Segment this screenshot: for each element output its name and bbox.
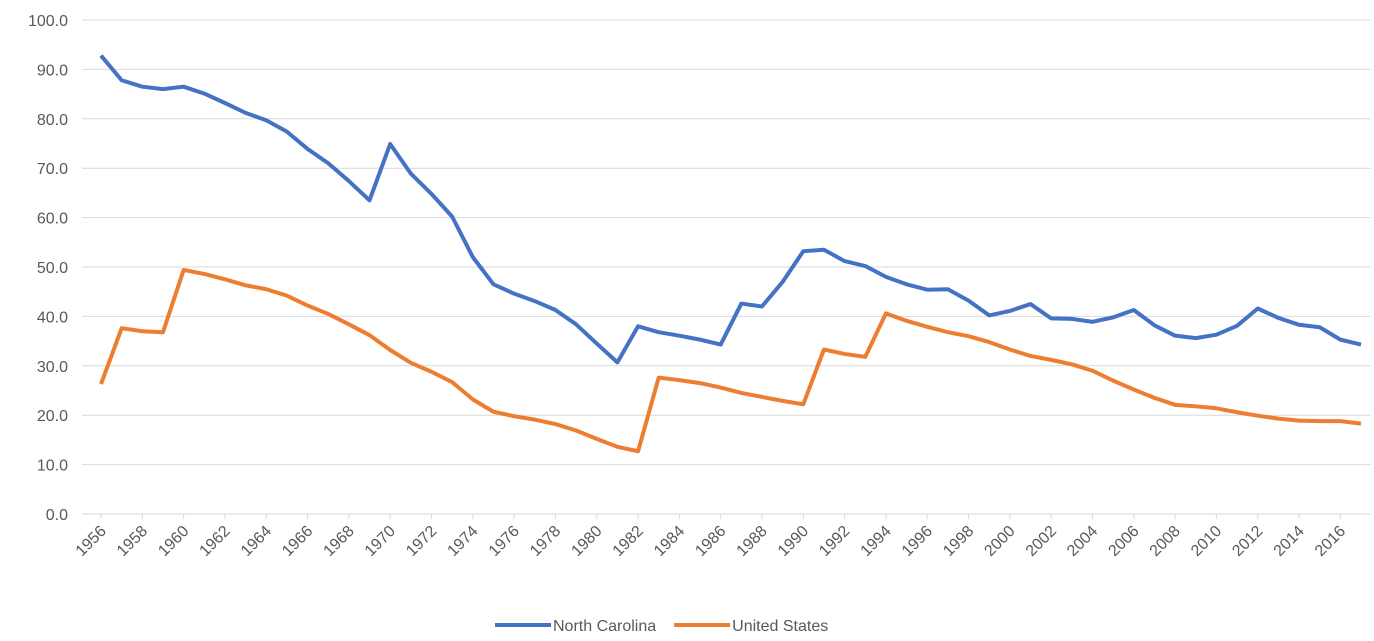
x-tick-label: 1994	[858, 523, 895, 560]
x-tick-label: 1968	[321, 523, 358, 560]
x-tick-label: 2012	[1229, 523, 1266, 560]
x-tick-label: 1972	[403, 523, 440, 560]
x-tick-label: 1990	[775, 523, 812, 560]
x-tick-label: 1956	[73, 523, 110, 560]
y-tick-label: 100.0	[28, 13, 68, 30]
x-tick-label: 2016	[1312, 523, 1349, 560]
x-tick-label: 1964	[238, 523, 275, 560]
x-tick-label: 2006	[1105, 523, 1142, 560]
x-tick-label: 2000	[981, 523, 1018, 560]
x-tick-label: 1998	[940, 523, 977, 560]
x-tick-label: 1958	[114, 523, 151, 560]
y-tick-label: 20.0	[37, 408, 68, 425]
y-tick-label: 0.0	[46, 507, 68, 524]
x-tick-label: 2014	[1271, 523, 1308, 560]
y-tick-label: 60.0	[37, 211, 68, 228]
y-tick-label: 40.0	[37, 309, 68, 326]
y-tick-label: 30.0	[37, 359, 68, 376]
x-tick-label: 1992	[816, 523, 853, 560]
x-tick-label: 2010	[1188, 523, 1225, 560]
series-line	[99, 267, 1362, 454]
y-tick-label: 80.0	[37, 112, 68, 129]
y-tick-label: 90.0	[37, 62, 68, 79]
x-tick-label: 2002	[1023, 523, 1060, 560]
x-tick-label: 1960	[155, 523, 192, 560]
x-tick-label: 2008	[1147, 523, 1184, 560]
series-line	[99, 54, 1362, 365]
x-tick-label: 1988	[734, 523, 771, 560]
x-tick-label: 1986	[692, 523, 729, 560]
x-tick-label: 1976	[486, 523, 523, 560]
legend-label: North Carolina	[553, 618, 656, 635]
x-tick-label: 1970	[362, 523, 399, 560]
y-tick-label: 10.0	[37, 458, 68, 475]
legend-label: United States	[732, 618, 828, 635]
y-tick-label: 70.0	[37, 161, 68, 178]
x-tick-label: 1978	[527, 523, 564, 560]
y-tick-label: 50.0	[37, 260, 68, 277]
x-tick-label: 1984	[651, 523, 688, 560]
x-tick-label: 1980	[568, 523, 605, 560]
x-tick-label: 1982	[610, 523, 647, 560]
x-tick-label: 1966	[279, 523, 316, 560]
x-tick-label: 2004	[1064, 523, 1101, 560]
x-tick-label: 1962	[197, 523, 234, 560]
x-tick-label: 1996	[899, 523, 936, 560]
x-tick-label: 1974	[444, 523, 481, 560]
